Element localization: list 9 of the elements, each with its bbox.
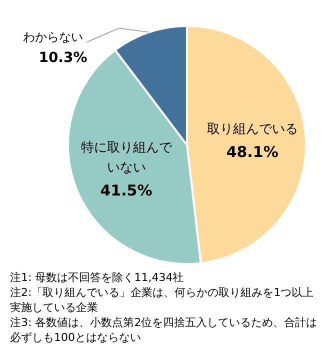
text: 注2:「取り組んでいる」企業は、何らかの取り組みを1つ以上実施している企業 bbox=[10, 285, 315, 315]
text: 注3: 各数値は、小数点第2位を四捨五入しているため、合計は必ずしも100とはならない bbox=[10, 315, 318, 345]
data-label: 10.3% bbox=[38, 50, 88, 66]
slice-label: 特に取り組んでいない bbox=[80, 140, 173, 176]
text: 注1: 母数は不回答を除く11,434社 bbox=[10, 270, 185, 285]
slice-label: わからない bbox=[23, 30, 83, 44]
data-label: 48.1% bbox=[226, 143, 278, 162]
slice-label: 取り組んでいる bbox=[206, 122, 298, 138]
data-label: 41.5% bbox=[100, 181, 152, 200]
